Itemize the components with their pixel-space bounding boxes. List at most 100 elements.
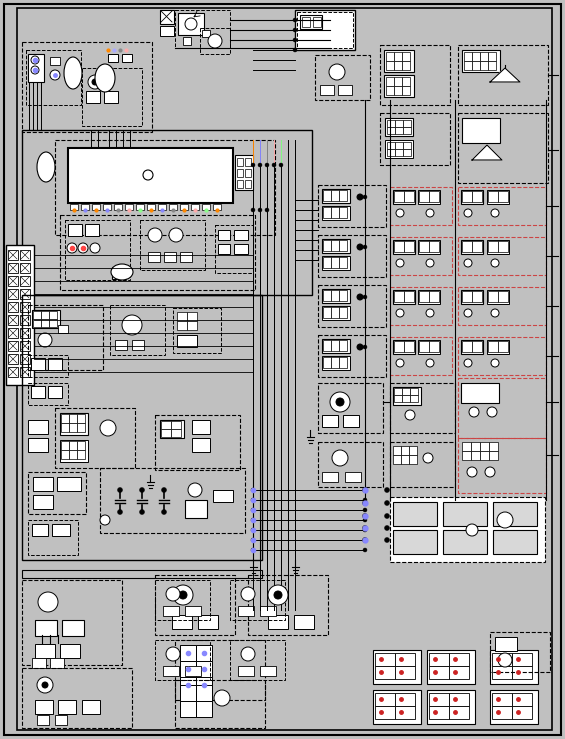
Bar: [202, 204, 210, 210]
Bar: [28, 438, 48, 452]
Bar: [331, 357, 339, 368]
Bar: [492, 653, 512, 666]
Bar: [215, 225, 253, 273]
Bar: [390, 337, 452, 375]
Bar: [339, 307, 347, 318]
Bar: [449, 706, 469, 719]
Bar: [458, 113, 548, 183]
Bar: [318, 442, 383, 487]
Circle shape: [363, 514, 367, 519]
Bar: [395, 149, 403, 156]
Circle shape: [363, 548, 367, 552]
Circle shape: [329, 64, 345, 80]
Circle shape: [467, 467, 477, 477]
Bar: [393, 455, 401, 464]
Bar: [20, 341, 30, 351]
Circle shape: [363, 195, 367, 199]
Circle shape: [140, 488, 145, 492]
Circle shape: [67, 243, 77, 253]
Bar: [148, 252, 160, 262]
Bar: [61, 414, 69, 423]
Circle shape: [363, 245, 367, 249]
Bar: [85, 224, 99, 236]
Polygon shape: [472, 145, 502, 160]
Bar: [33, 477, 53, 491]
Circle shape: [357, 344, 363, 350]
Circle shape: [469, 407, 479, 417]
Bar: [393, 290, 415, 304]
Bar: [380, 45, 450, 105]
Bar: [395, 142, 403, 149]
Bar: [100, 468, 245, 533]
Bar: [161, 429, 171, 437]
Circle shape: [426, 359, 434, 367]
Bar: [323, 340, 331, 351]
Circle shape: [423, 453, 433, 463]
Bar: [395, 693, 415, 706]
Circle shape: [169, 228, 183, 242]
Bar: [77, 414, 85, 423]
Bar: [390, 287, 452, 325]
Bar: [60, 440, 88, 462]
Bar: [69, 423, 77, 432]
Bar: [480, 442, 489, 451]
Bar: [375, 653, 395, 666]
Bar: [86, 91, 100, 103]
Circle shape: [363, 537, 367, 542]
Bar: [238, 606, 254, 616]
Bar: [41, 319, 49, 327]
Bar: [322, 306, 350, 320]
Bar: [315, 55, 370, 100]
Bar: [318, 185, 386, 227]
Bar: [458, 187, 546, 225]
Bar: [409, 455, 417, 464]
Bar: [61, 423, 69, 432]
Bar: [77, 441, 85, 450]
Circle shape: [265, 163, 269, 167]
Bar: [218, 244, 230, 254]
Bar: [196, 677, 212, 693]
Bar: [35, 700, 53, 714]
Bar: [401, 455, 409, 464]
Bar: [82, 68, 142, 126]
Circle shape: [265, 208, 269, 212]
Bar: [175, 680, 265, 728]
Circle shape: [38, 333, 52, 347]
Bar: [403, 127, 411, 134]
Circle shape: [214, 690, 230, 706]
Bar: [338, 85, 352, 95]
Circle shape: [258, 208, 262, 212]
Bar: [402, 52, 410, 61]
Circle shape: [258, 163, 262, 167]
Bar: [462, 442, 471, 451]
Bar: [492, 666, 512, 679]
Bar: [387, 142, 395, 149]
Circle shape: [143, 170, 153, 180]
Bar: [8, 302, 18, 312]
Bar: [171, 429, 181, 437]
Bar: [480, 52, 488, 61]
Bar: [163, 606, 179, 616]
Bar: [32, 658, 46, 668]
Bar: [295, 10, 355, 50]
Bar: [461, 340, 483, 354]
Bar: [213, 490, 233, 502]
Bar: [387, 120, 395, 127]
Bar: [418, 190, 440, 204]
Bar: [404, 341, 414, 352]
Bar: [20, 354, 30, 364]
Bar: [235, 155, 253, 190]
Bar: [331, 190, 339, 201]
Circle shape: [396, 309, 404, 317]
Bar: [472, 291, 482, 302]
Bar: [140, 220, 205, 270]
Bar: [8, 328, 18, 338]
Circle shape: [426, 259, 434, 267]
Bar: [318, 285, 386, 327]
Bar: [489, 442, 498, 451]
Bar: [183, 37, 191, 45]
Bar: [161, 421, 171, 429]
Bar: [390, 237, 452, 275]
Bar: [155, 575, 235, 635]
Bar: [8, 367, 18, 377]
